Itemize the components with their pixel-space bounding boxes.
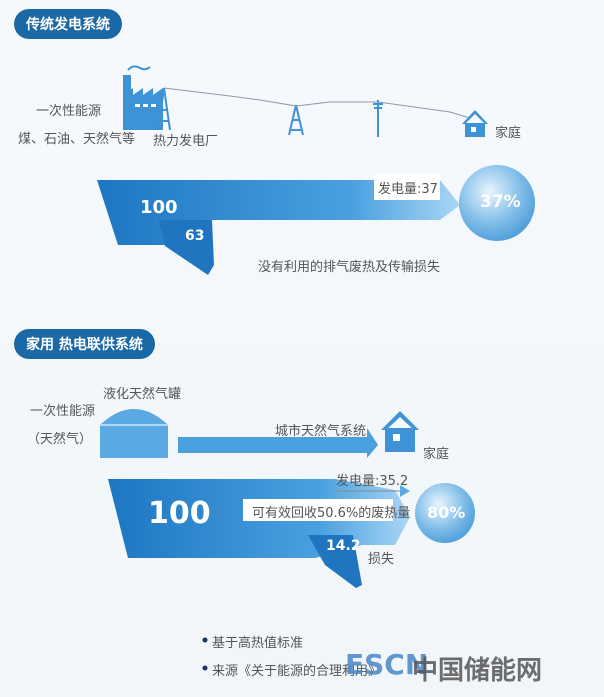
recovery-label-box bbox=[243, 499, 393, 521]
input-flow-100 bbox=[97, 180, 460, 245]
loss-value: 63 bbox=[185, 228, 205, 244]
chp-loss-value: 14.2 bbox=[326, 538, 361, 554]
input-value: 100 bbox=[140, 197, 178, 218]
transmission-line bbox=[163, 87, 471, 119]
plant-label: 热力发电厂 bbox=[153, 134, 219, 149]
power-tower-icon bbox=[157, 87, 383, 137]
home-label: 家庭 bbox=[495, 126, 522, 141]
output-label-box bbox=[374, 174, 440, 200]
output-label: 发电量:37 bbox=[378, 182, 438, 197]
loss-label: 没有利用的排气废热及传输损失 bbox=[258, 260, 441, 275]
note-source: 来源《关于能源的合理利用》 bbox=[212, 664, 382, 679]
efficiency-circle-chp bbox=[415, 483, 475, 543]
chp-source-type: （天然气） bbox=[27, 432, 93, 447]
loss-flow-14-2 bbox=[308, 535, 362, 588]
factory-icon bbox=[123, 65, 163, 130]
watermark-logo: ESCN bbox=[345, 648, 429, 681]
chp-output-label: 发电量:35.2 bbox=[336, 474, 409, 489]
chp-input-value: 100 bbox=[148, 496, 211, 531]
chp-loss-label: 损失 bbox=[368, 552, 395, 567]
efficiency-circle-traditional bbox=[459, 165, 535, 241]
watermark-name: 中国储能网 bbox=[412, 656, 543, 686]
section-title-traditional: 传统发电系统 bbox=[14, 9, 122, 39]
section-title-chp: 家用 热电联供系统 bbox=[14, 329, 155, 359]
source-types: 煤、石油、天然气等 bbox=[18, 132, 136, 147]
efficiency-chp: 80% bbox=[427, 503, 466, 522]
loss-flow-63 bbox=[158, 220, 214, 275]
pipeline-label: 城市天然气系统 bbox=[275, 424, 367, 439]
pipeline-arrow bbox=[178, 428, 378, 458]
chp-home-label: 家庭 bbox=[423, 447, 450, 462]
gas-tank-icon bbox=[100, 409, 168, 458]
efficiency-traditional: 37% bbox=[480, 192, 521, 212]
recovery-label: 可有效回收50.6%的废热量 bbox=[252, 506, 411, 521]
home-icon-chp bbox=[381, 411, 419, 452]
note-standard: 基于高热值标准 bbox=[212, 636, 304, 651]
home-icon bbox=[462, 110, 488, 137]
tank-label: 液化天然气罐 bbox=[103, 387, 182, 402]
source-label: 一次性能源 bbox=[36, 104, 102, 119]
chp-source-label: 一次性能源 bbox=[30, 404, 96, 419]
